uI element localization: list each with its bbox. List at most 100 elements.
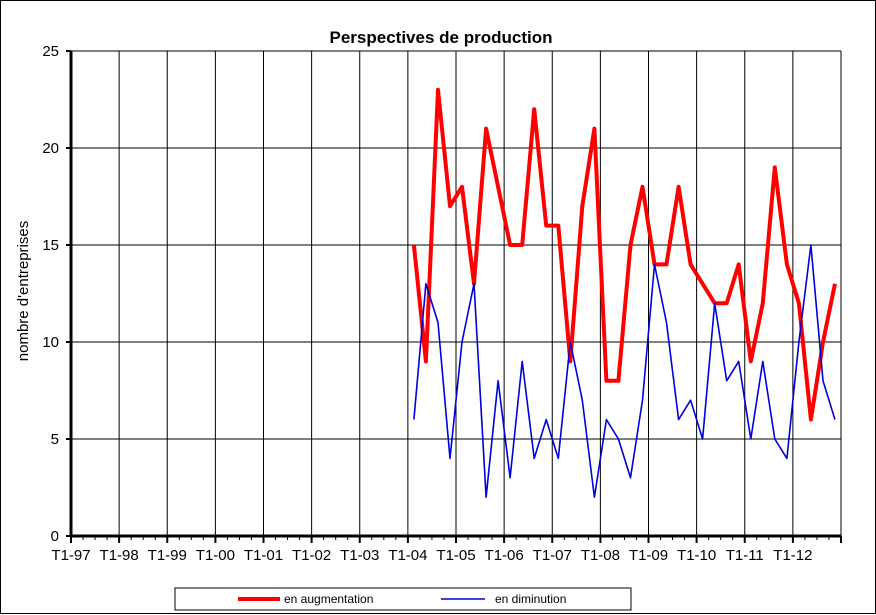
data-point (797, 301, 801, 305)
legend-label-en-augmentation: en augmentation (284, 592, 373, 606)
data-point (496, 379, 500, 383)
y-tick-label: 10 (42, 334, 59, 351)
data-point (653, 262, 657, 266)
data-point (761, 301, 765, 305)
data-point (665, 262, 669, 266)
series (411, 87, 837, 499)
data-point (761, 359, 765, 363)
data-point (833, 282, 837, 286)
data-point (677, 185, 681, 189)
data-point (640, 185, 644, 189)
data-point (737, 359, 741, 363)
data-point (472, 282, 476, 286)
x-tick-label: T1-12 (773, 547, 812, 564)
x-tick-label: T1-08 (581, 547, 620, 564)
series-line-en-diminution (413, 244, 836, 499)
x-tick-label: T1-98 (100, 547, 139, 564)
data-point (604, 379, 608, 383)
x-tick-label: T1-97 (51, 547, 90, 564)
data-point (508, 243, 512, 247)
data-point (604, 418, 608, 422)
data-point (616, 437, 620, 441)
data-point (484, 127, 488, 131)
data-point (749, 359, 753, 363)
data-point (701, 282, 705, 286)
y-tick-label: 15 (42, 237, 59, 254)
data-point (821, 340, 825, 344)
data-point (797, 340, 801, 344)
series-line-en-augmentation (411, 87, 837, 422)
data-point (556, 456, 560, 460)
data-point (544, 418, 548, 422)
data-point (412, 243, 416, 247)
data-point (436, 321, 440, 325)
data-point (616, 379, 620, 383)
data-point (785, 262, 789, 266)
data-point (592, 495, 596, 499)
data-point (809, 418, 813, 422)
data-point (821, 379, 825, 383)
data-point (677, 418, 681, 422)
chart-title: Perspectives de production (330, 28, 553, 47)
y-tick-label: 25 (42, 43, 59, 60)
data-point (725, 301, 729, 305)
data-point (568, 340, 572, 344)
y-tick-label: 5 (51, 431, 59, 448)
data-point (689, 398, 693, 402)
y-tick-label: 20 (42, 140, 59, 157)
x-tick-label: T1-99 (148, 547, 187, 564)
data-point (773, 165, 777, 169)
data-point (737, 262, 741, 266)
data-point (725, 379, 729, 383)
data-point (496, 185, 500, 189)
data-point (448, 456, 452, 460)
data-point (580, 204, 584, 208)
data-point (628, 476, 632, 480)
data-point (508, 476, 512, 480)
x-tick-label: T1-04 (388, 547, 427, 564)
grid (71, 50, 842, 536)
data-point (520, 243, 524, 247)
data-point (424, 359, 428, 363)
data-point (665, 321, 669, 325)
x-tick-label: T1-06 (485, 547, 524, 564)
data-point (689, 262, 693, 266)
data-point (532, 456, 536, 460)
data-point (532, 107, 536, 111)
x-tick-label: T1-07 (533, 547, 572, 564)
x-tick-label: T1-10 (677, 547, 716, 564)
data-point (424, 282, 428, 286)
data-point (713, 301, 717, 305)
data-point (520, 359, 524, 363)
data-point (833, 418, 837, 422)
x-tick-label: T1-09 (629, 547, 668, 564)
data-point (460, 340, 464, 344)
data-point (640, 398, 644, 402)
data-point (701, 437, 705, 441)
data-point (809, 243, 813, 247)
y-tick-label: 0 (51, 528, 59, 545)
data-point (436, 88, 440, 92)
x-tick-label: T1-02 (292, 547, 331, 564)
data-point (785, 456, 789, 460)
x-tick-label: T1-03 (340, 547, 379, 564)
data-point (412, 418, 416, 422)
y-axis-label: nombre d'entreprises (15, 221, 32, 361)
x-tick-label: T1-01 (244, 547, 283, 564)
data-point (460, 185, 464, 189)
data-point (773, 437, 777, 441)
legend-label-en-diminution: en diminution (495, 592, 566, 606)
data-point (580, 398, 584, 402)
legend-box (174, 587, 632, 611)
x-tick-label: T1-11 (726, 547, 764, 564)
data-point (544, 224, 548, 228)
x-tick-label: T1-00 (196, 547, 235, 564)
x-tick-label: T1-05 (436, 547, 475, 564)
data-point (592, 127, 596, 131)
data-point (628, 243, 632, 247)
axes: 0 5 10 15 20 25 T1-97 T1-98 T1-99 T1-00 T1-01 T1-02… (42, 43, 842, 564)
data-point (484, 495, 488, 499)
data-point (749, 437, 753, 441)
